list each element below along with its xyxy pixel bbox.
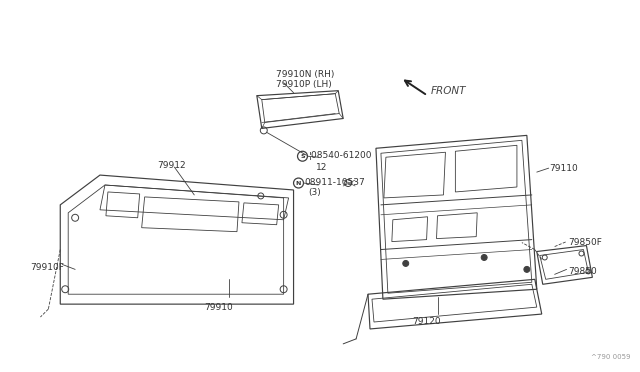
Text: 79110: 79110 — [550, 164, 579, 173]
Text: S: S — [300, 154, 305, 159]
Text: 79912: 79912 — [157, 161, 186, 170]
Text: 08911-10537: 08911-10537 — [305, 177, 365, 186]
Text: 79910N (RH): 79910N (RH) — [276, 70, 334, 79]
Circle shape — [524, 266, 530, 272]
Text: 79120: 79120 — [413, 317, 442, 326]
Text: 79910F: 79910F — [31, 263, 65, 272]
Text: ¦08540-61200: ¦08540-61200 — [308, 151, 372, 160]
Text: 79910: 79910 — [204, 302, 233, 312]
Text: 79850F: 79850F — [568, 238, 602, 247]
Text: (3): (3) — [308, 189, 321, 198]
Text: 12: 12 — [316, 163, 328, 171]
Text: N: N — [296, 180, 301, 186]
Text: 79850: 79850 — [568, 267, 597, 276]
Circle shape — [481, 254, 487, 260]
Text: 79910P (LH): 79910P (LH) — [276, 80, 332, 89]
Text: FRONT: FRONT — [431, 86, 466, 96]
Circle shape — [403, 260, 409, 266]
Text: ^790 0059: ^790 0059 — [591, 354, 631, 360]
